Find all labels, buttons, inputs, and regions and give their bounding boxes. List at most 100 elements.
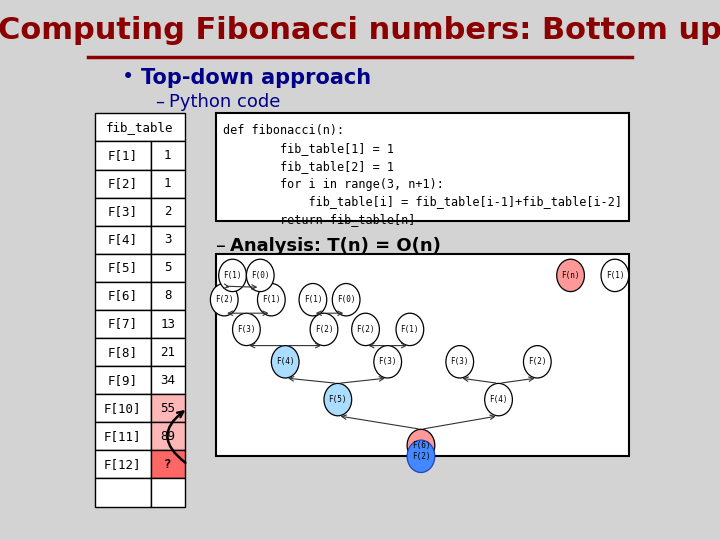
Ellipse shape (333, 284, 360, 316)
Text: F[5]: F[5] (108, 261, 138, 274)
FancyBboxPatch shape (216, 113, 629, 221)
Text: fib_table[1] = 1: fib_table[1] = 1 (222, 142, 394, 155)
Text: F[11]: F[11] (104, 430, 142, 443)
FancyBboxPatch shape (150, 141, 185, 170)
Text: F(n): F(n) (562, 271, 580, 280)
FancyBboxPatch shape (150, 226, 185, 254)
Ellipse shape (485, 383, 513, 416)
Text: 13: 13 (161, 318, 175, 330)
Text: F(1): F(1) (262, 295, 281, 304)
Ellipse shape (299, 284, 327, 316)
Text: F[8]: F[8] (108, 346, 138, 359)
FancyBboxPatch shape (95, 282, 150, 310)
FancyBboxPatch shape (95, 170, 150, 198)
Text: F(4): F(4) (276, 357, 294, 366)
Text: F(1): F(1) (606, 271, 624, 280)
Text: F[7]: F[7] (108, 318, 138, 330)
Text: 34: 34 (161, 374, 175, 387)
Text: for i in range(3, n+1):: for i in range(3, n+1): (222, 178, 444, 191)
FancyBboxPatch shape (150, 450, 185, 478)
Ellipse shape (219, 259, 246, 292)
FancyBboxPatch shape (95, 394, 150, 422)
Ellipse shape (557, 259, 585, 292)
Text: Analysis: T(n) = O(n): Analysis: T(n) = O(n) (230, 237, 441, 254)
Ellipse shape (246, 259, 274, 292)
FancyBboxPatch shape (95, 310, 150, 338)
Text: F[4]: F[4] (108, 233, 138, 246)
Text: 2: 2 (164, 205, 171, 218)
Text: fib_table[i] = fib_table[i-1]+fib_table[i-2]: fib_table[i] = fib_table[i-1]+fib_table[… (222, 195, 621, 208)
Text: F(6): F(6) (412, 441, 431, 450)
FancyBboxPatch shape (95, 478, 150, 507)
Text: F(1): F(1) (223, 271, 242, 280)
Text: 3: 3 (164, 233, 171, 246)
Text: •: • (122, 68, 134, 87)
Text: 55: 55 (161, 402, 175, 415)
Text: fib_table[2] = 1: fib_table[2] = 1 (222, 160, 394, 173)
Text: 1: 1 (164, 177, 171, 190)
Ellipse shape (271, 346, 299, 378)
Text: F[6]: F[6] (108, 289, 138, 302)
FancyBboxPatch shape (150, 366, 185, 394)
Text: 8: 8 (164, 289, 171, 302)
Text: F[1]: F[1] (108, 149, 138, 162)
Text: F(2): F(2) (215, 295, 233, 304)
Text: –: – (216, 237, 226, 255)
Text: F(2): F(2) (356, 325, 375, 334)
Text: 89: 89 (161, 430, 175, 443)
Text: F(0): F(0) (337, 295, 356, 304)
Text: F(0): F(0) (251, 271, 269, 280)
Text: def fibonacci(n):: def fibonacci(n): (222, 124, 343, 137)
Ellipse shape (407, 440, 435, 472)
Text: F(2): F(2) (315, 325, 333, 334)
FancyBboxPatch shape (150, 478, 185, 507)
Ellipse shape (446, 346, 474, 378)
FancyBboxPatch shape (216, 254, 629, 456)
Ellipse shape (374, 346, 402, 378)
Text: 21: 21 (161, 346, 175, 359)
Text: fib_table: fib_table (107, 121, 174, 134)
FancyBboxPatch shape (150, 338, 185, 366)
Ellipse shape (396, 313, 424, 346)
Ellipse shape (324, 383, 351, 416)
Text: F(2): F(2) (528, 357, 546, 366)
Text: Python code: Python code (168, 93, 280, 111)
Text: return fib_table[n]: return fib_table[n] (222, 213, 415, 226)
Text: ?: ? (164, 458, 171, 471)
Text: F(1): F(1) (304, 295, 322, 304)
Text: F(4): F(4) (490, 395, 508, 404)
Ellipse shape (310, 313, 338, 346)
FancyBboxPatch shape (150, 310, 185, 338)
Ellipse shape (258, 284, 285, 316)
FancyBboxPatch shape (150, 170, 185, 198)
Ellipse shape (233, 313, 260, 346)
Text: –: – (155, 93, 164, 111)
Text: F(3): F(3) (237, 325, 256, 334)
Ellipse shape (210, 284, 238, 316)
Text: F[9]: F[9] (108, 374, 138, 387)
Text: 5: 5 (164, 261, 171, 274)
Text: F[2]: F[2] (108, 177, 138, 190)
Text: Computing Fibonacci numbers: Bottom up: Computing Fibonacci numbers: Bottom up (0, 16, 720, 45)
FancyBboxPatch shape (95, 226, 150, 254)
Text: F(1): F(1) (400, 325, 419, 334)
FancyBboxPatch shape (150, 422, 185, 450)
Text: F[10]: F[10] (104, 402, 142, 415)
FancyBboxPatch shape (95, 113, 185, 141)
Text: Top-down approach: Top-down approach (141, 68, 372, 87)
Ellipse shape (523, 346, 552, 378)
Text: F[3]: F[3] (108, 205, 138, 218)
Text: F(5): F(5) (328, 395, 347, 404)
FancyBboxPatch shape (95, 141, 150, 170)
FancyBboxPatch shape (150, 282, 185, 310)
Ellipse shape (407, 429, 435, 462)
FancyBboxPatch shape (95, 338, 150, 366)
FancyBboxPatch shape (150, 254, 185, 282)
Text: F(2): F(2) (412, 452, 431, 461)
Text: 1: 1 (164, 149, 171, 162)
FancyBboxPatch shape (95, 422, 150, 450)
Text: F(3): F(3) (379, 357, 397, 366)
FancyBboxPatch shape (95, 254, 150, 282)
FancyBboxPatch shape (95, 450, 150, 478)
Ellipse shape (351, 313, 379, 346)
